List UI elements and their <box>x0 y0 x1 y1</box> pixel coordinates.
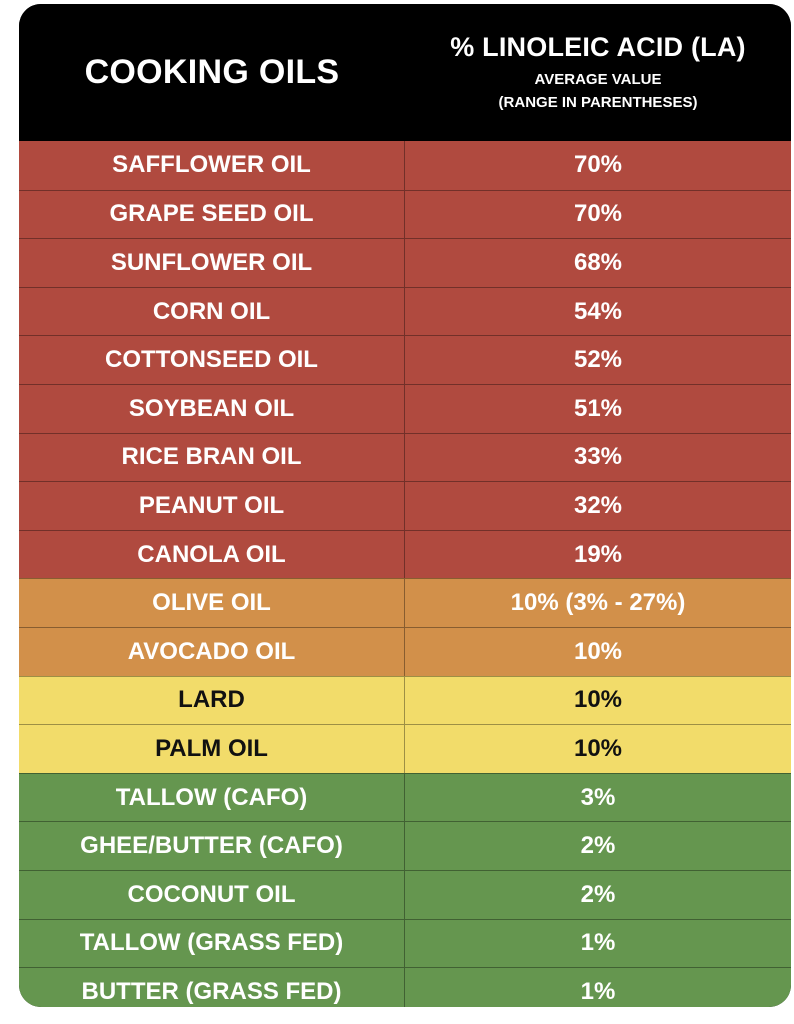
table-row: PEANUT OIL 32% <box>19 481 791 530</box>
table-row: COCONUT OIL 2% <box>19 869 791 919</box>
oil-name-cell: CORN OIL <box>19 287 405 336</box>
la-value-cell: 10% <box>573 637 623 665</box>
oil-name-cell: OLIVE OIL <box>19 579 405 627</box>
la-value-cell: 2% <box>580 880 616 908</box>
oil-table-card: COOKING OILS % LINOLEIC ACID (LA) AVERAG… <box>19 4 791 1007</box>
table-row: BUTTER (GRASS FED) 1% <box>19 967 791 1007</box>
la-value-cell: 1% <box>580 977 616 1005</box>
oil-name-cell: PEANUT OIL <box>19 482 405 530</box>
table-row: RICE BRAN OIL 33% <box>19 432 791 482</box>
column-header-la-subtitle-range: (RANGE IN PARENTHESES) <box>498 94 698 111</box>
oil-name-cell: LARD <box>19 676 405 725</box>
column-header-linoleic-acid: % LINOLEIC ACID (LA) AVERAGE VALUE (RANG… <box>405 4 791 141</box>
table-row: AVOCADO OIL 10% <box>19 626 791 676</box>
table-row: SAFFLOWER OIL 70% <box>19 141 791 190</box>
la-value-cell: 52% <box>573 346 623 374</box>
table-row: PALM OIL 10% <box>19 724 791 773</box>
column-header-oils: COOKING OILS <box>84 53 340 91</box>
oil-name-cell: GRAPE SEED OIL <box>19 190 405 239</box>
oil-name-cell: SOYBEAN OIL <box>19 384 405 433</box>
oil-name-cell: COCONUT OIL <box>19 870 405 919</box>
la-value-cell: 10% <box>573 734 623 762</box>
la-value-cell: 70% <box>573 151 623 179</box>
la-value-cell: 68% <box>573 248 623 276</box>
oil-name-cell: TALLOW (CAFO) <box>19 773 405 822</box>
table-row: OLIVE OIL 10% (3% - 27%) <box>19 578 791 627</box>
la-value-cell: 10% (3% - 27%) <box>510 589 686 617</box>
table-row: SUNFLOWER OIL 68% <box>19 238 791 287</box>
la-value-cell: 19% <box>573 540 623 568</box>
oil-name-cell: AVOCADO OIL <box>19 627 405 676</box>
la-value-cell: 70% <box>573 200 623 228</box>
la-value-cell: 2% <box>580 832 616 860</box>
table-row: GHEE/BUTTER (CAFO) 2% <box>19 821 791 870</box>
la-value-cell: 1% <box>580 929 616 957</box>
oil-name-cell: COTTONSEED OIL <box>19 336 405 384</box>
la-value-cell: 3% <box>580 783 616 811</box>
oil-name-cell: BUTTER (GRASS FED) <box>19 968 405 1007</box>
table-row: LARD 10% <box>19 675 791 725</box>
la-value-cell: 33% <box>573 443 623 471</box>
oil-name-cell: CANOLA OIL <box>19 530 405 579</box>
oil-name-cell: SUNFLOWER OIL <box>19 239 405 287</box>
oil-name-cell: RICE BRAN OIL <box>19 433 405 482</box>
table-row: TALLOW (GRASS FED) 1% <box>19 918 791 968</box>
la-value-cell: 54% <box>573 297 623 325</box>
table-row: COTTONSEED OIL 52% <box>19 335 791 384</box>
table-row: CORN OIL 54% <box>19 286 791 336</box>
oil-name-cell: SAFFLOWER OIL <box>19 141 405 190</box>
column-header-la-subtitle-average: AVERAGE VALUE <box>534 71 662 88</box>
column-header-la-title: % LINOLEIC ACID (LA) <box>450 32 746 62</box>
oil-name-cell: PALM OIL <box>19 725 405 773</box>
table-row: CANOLA OIL 19% <box>19 529 791 579</box>
la-value-cell: 51% <box>573 394 623 422</box>
table-row: SOYBEAN OIL 51% <box>19 383 791 433</box>
table-body: SAFFLOWER OIL 70% GRAPE SEED OIL 70% SUNFLOW… <box>19 141 791 1007</box>
oil-name-cell: TALLOW (GRASS FED) <box>19 919 405 968</box>
table-row: GRAPE SEED OIL 70% <box>19 189 791 239</box>
table-header: COOKING OILS % LINOLEIC ACID (LA) AVERAG… <box>19 4 791 141</box>
la-value-cell: 32% <box>573 491 623 519</box>
la-value-cell: 10% <box>573 686 623 714</box>
table-row: TALLOW (CAFO) 3% <box>19 772 791 822</box>
oil-name-cell: GHEE/BUTTER (CAFO) <box>19 822 405 870</box>
